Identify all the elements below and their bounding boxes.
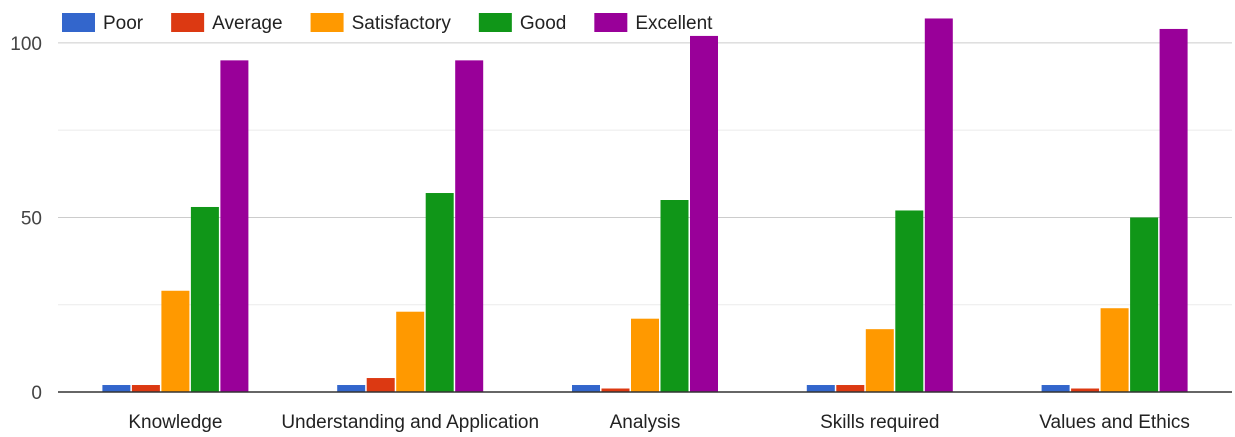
bar-good-skills-required xyxy=(895,210,924,392)
bar-average-knowledge xyxy=(131,385,160,392)
x-category-label: Knowledge xyxy=(128,412,222,433)
x-category-label: Understanding and Application xyxy=(281,412,539,433)
bar-poor-skills-required xyxy=(806,385,835,392)
y-tick-label: 0 xyxy=(31,383,42,404)
bar-satisfactory-knowledge xyxy=(161,290,190,392)
legend-swatch-poor xyxy=(62,13,95,32)
bar-good-knowledge xyxy=(190,206,219,392)
x-category-label: Skills required xyxy=(820,412,939,433)
bars xyxy=(102,18,1188,393)
y-tick-label: 50 xyxy=(21,208,42,229)
gridlines xyxy=(58,42,1232,306)
bar-good-analysis xyxy=(660,200,689,392)
bar-satisfactory-skills-required xyxy=(865,329,894,392)
y-axis-ticks: 0 50 100 xyxy=(10,34,42,404)
bar-average-understanding-and-application xyxy=(366,378,395,392)
y-tick-label: 100 xyxy=(10,34,42,55)
bar-satisfactory-values-and-ethics xyxy=(1100,308,1129,392)
x-category-label: Analysis xyxy=(610,412,681,433)
legend-swatch-good xyxy=(478,13,512,32)
bar-average-skills-required xyxy=(836,385,865,392)
bar-good-understanding-and-application xyxy=(425,193,454,392)
bar-excellent-knowledge xyxy=(220,60,249,392)
bar-poor-knowledge xyxy=(102,385,131,392)
legend-label-excellent: Excellent xyxy=(635,13,713,34)
bar-good-values-and-ethics xyxy=(1130,217,1159,392)
bar-average-values-and-ethics xyxy=(1071,388,1100,392)
bar-satisfactory-analysis xyxy=(631,318,659,392)
bar-poor-values-and-ethics xyxy=(1041,385,1070,392)
legend-label-good: Good xyxy=(520,13,566,34)
bar-excellent-analysis xyxy=(690,35,718,392)
x-category-label: Values and Ethics xyxy=(1039,412,1190,433)
bar-excellent-skills-required xyxy=(924,18,953,393)
legend-label-satisfactory: Satisfactory xyxy=(352,13,452,34)
legend-swatch-average xyxy=(171,13,205,32)
legend-label-average: Average xyxy=(212,13,282,34)
bar-excellent-understanding-and-application xyxy=(455,60,484,392)
bar-excellent-values-and-ethics xyxy=(1159,28,1188,392)
legend: Poor Average Satisfactory Good Excellent xyxy=(62,13,713,34)
legend-swatch-satisfactory xyxy=(310,13,344,32)
bar-satisfactory-understanding-and-application xyxy=(396,311,425,392)
bar-average-analysis xyxy=(601,388,630,392)
x-axis-labels: Knowledge Understanding and Application An… xyxy=(128,412,1190,433)
legend-label-poor: Poor xyxy=(103,13,144,34)
legend-swatch-excellent xyxy=(594,13,628,32)
bar-poor-analysis xyxy=(572,385,600,392)
bar-poor-understanding-and-application xyxy=(337,385,366,392)
